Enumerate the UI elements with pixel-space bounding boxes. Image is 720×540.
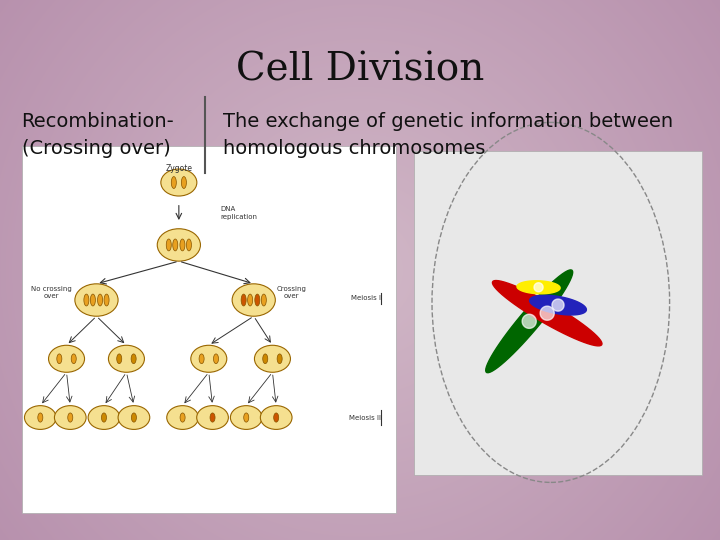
Text: Cell Division: Cell Division (236, 52, 484, 89)
Ellipse shape (255, 294, 260, 306)
Text: Zygote: Zygote (166, 164, 192, 173)
Polygon shape (492, 280, 602, 346)
Ellipse shape (131, 354, 136, 363)
Text: Crossing
over: Crossing over (276, 286, 306, 299)
Ellipse shape (263, 354, 268, 363)
Circle shape (261, 406, 292, 429)
Circle shape (109, 345, 145, 372)
Ellipse shape (131, 413, 137, 422)
Ellipse shape (210, 413, 215, 422)
Ellipse shape (84, 294, 89, 306)
Polygon shape (530, 295, 586, 315)
Circle shape (55, 406, 86, 429)
Polygon shape (522, 314, 536, 328)
Ellipse shape (104, 294, 109, 306)
Bar (22, 146, 396, 513)
Text: DNA
replication: DNA replication (220, 206, 257, 220)
Ellipse shape (173, 239, 178, 251)
Circle shape (48, 345, 84, 372)
Polygon shape (540, 306, 554, 320)
Ellipse shape (57, 354, 62, 363)
Ellipse shape (181, 177, 186, 188)
Ellipse shape (277, 354, 282, 363)
Ellipse shape (68, 413, 73, 422)
Ellipse shape (241, 294, 246, 306)
Ellipse shape (180, 413, 185, 422)
Ellipse shape (166, 239, 171, 251)
Polygon shape (534, 283, 543, 292)
Text: Recombination-: Recombination- (22, 112, 174, 131)
Ellipse shape (117, 354, 122, 363)
Circle shape (197, 406, 228, 429)
Text: Meiosis II: Meiosis II (349, 415, 381, 421)
Polygon shape (552, 299, 564, 311)
Ellipse shape (248, 294, 253, 306)
Ellipse shape (261, 294, 266, 306)
Ellipse shape (214, 354, 219, 363)
Polygon shape (517, 281, 560, 294)
Text: (Crossing over): (Crossing over) (22, 139, 171, 158)
Text: No crossing
over: No crossing over (31, 286, 72, 299)
Circle shape (118, 406, 150, 429)
Ellipse shape (91, 294, 95, 306)
Circle shape (75, 284, 118, 316)
Ellipse shape (274, 413, 279, 422)
Ellipse shape (180, 239, 185, 251)
Circle shape (88, 406, 120, 429)
Circle shape (191, 345, 227, 372)
Circle shape (232, 284, 275, 316)
Polygon shape (486, 270, 572, 373)
Ellipse shape (37, 413, 43, 422)
Circle shape (161, 169, 197, 196)
Text: The exchange of genetic information between: The exchange of genetic information betw… (223, 112, 673, 131)
Ellipse shape (98, 294, 103, 306)
Circle shape (254, 345, 290, 372)
Bar (414, 151, 702, 475)
Ellipse shape (243, 413, 249, 422)
Circle shape (157, 229, 200, 261)
Ellipse shape (102, 413, 107, 422)
Text: homologous chromosomes: homologous chromosomes (223, 139, 485, 158)
Circle shape (24, 406, 56, 429)
Text: Meiosis I: Meiosis I (351, 295, 381, 301)
Circle shape (167, 406, 199, 429)
Ellipse shape (171, 177, 176, 188)
Ellipse shape (71, 354, 76, 363)
Ellipse shape (186, 239, 192, 251)
Ellipse shape (199, 354, 204, 363)
Circle shape (230, 406, 262, 429)
